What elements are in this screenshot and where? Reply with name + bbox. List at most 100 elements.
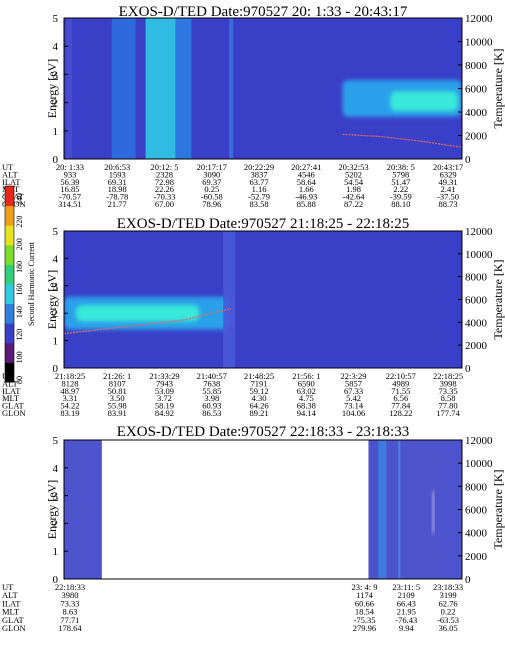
ephemeris-value: 22.26 [155, 184, 174, 194]
ephemeris-value: -75.35 [354, 615, 376, 625]
ephemeris-value: 60.93 [202, 401, 221, 411]
ephemeris-value: 8.58 [441, 393, 456, 403]
y2-tick-label: 0 [465, 363, 471, 375]
ephemeris-value: 58.64 [297, 177, 317, 187]
ephemeris-row-label: MLT [2, 607, 20, 617]
ephemeris-value: 21:26: 1 [103, 371, 131, 381]
ephemeris-value: 83.91 [108, 408, 127, 418]
ephemeris-value: 3980 [61, 590, 78, 600]
ephemeris-row-label: MLT [2, 393, 20, 403]
ephemeris-value: -63.53 [437, 615, 459, 625]
ephemeris-value: 64.26 [249, 401, 268, 411]
ephemeris-value: 20:22:29 [244, 162, 274, 172]
ephemeris-value: 9.94 [399, 623, 415, 633]
ephemeris-value: -37.50 [437, 192, 459, 202]
ephemeris-value: 21:40:57 [197, 371, 227, 381]
ephemeris-value: 36.05 [439, 623, 458, 633]
ephemeris-value: 77.71 [60, 615, 79, 625]
y2-tick-label: 8000 [465, 481, 488, 493]
ephemeris-value: 5798 [392, 169, 409, 179]
y2-tick-label: 0 [465, 154, 471, 166]
colorbar-swatch [5, 225, 14, 246]
ephemeris-value: 66.43 [397, 598, 416, 608]
ephemeris-value: 84.92 [155, 408, 174, 418]
ephemeris-value: 60.66 [355, 598, 374, 608]
ephemeris-value: 86.53 [202, 408, 221, 418]
plot-features [65, 18, 462, 159]
y-axis-label: Energy [eV] [45, 59, 59, 118]
ephemeris-value: 83.58 [249, 199, 268, 209]
ephemeris-value: 22:3:29 [341, 371, 367, 381]
ephemeris-value: 3998 [440, 378, 457, 388]
temperature-trace [64, 308, 232, 335]
spectrogram-band [398, 440, 401, 579]
ephemeris-value: 0.22 [441, 607, 456, 617]
ephemeris-value: 128.22 [389, 408, 412, 418]
ephemeris-value: 3.98 [204, 393, 219, 403]
spectrogram-band [223, 231, 236, 368]
spectrogram-band [145, 18, 176, 159]
temperature-trace [342, 133, 462, 148]
ephemeris-row-label: ALT [2, 378, 19, 388]
spectrogram-band [378, 440, 387, 579]
ephemeris-value: 21:48:25 [244, 371, 274, 381]
ephemeris-value: 71.55 [391, 386, 410, 396]
ephemeris-value: 4989 [392, 378, 409, 388]
ephemeris-value: 22:18:33 [55, 582, 85, 592]
y-tick-label: 1 [53, 336, 59, 348]
ephemeris-value: -46.93 [295, 192, 317, 202]
ephemeris-row-label: UT [2, 162, 14, 172]
y-tick-label: 0 [53, 154, 59, 166]
ephemeris-value: 933 [64, 169, 77, 179]
ephemeris-value: -76.43 [395, 615, 417, 625]
y-tick-label: 5 [53, 226, 59, 238]
ephemeris-value: 69.31 [108, 177, 127, 187]
ephemeris-value: 69.37 [202, 177, 221, 187]
ephemeris-value: 3837 [251, 169, 268, 179]
ephemeris-value: 56.39 [60, 177, 79, 187]
ephemeris-value: 7638 [203, 378, 220, 388]
y2-tick-label: 10000 [465, 37, 493, 49]
ephemeris-row-label: GLAT [2, 615, 25, 625]
ephemeris-value: 279.96 [353, 623, 376, 633]
y2-tick-label: 10000 [465, 458, 493, 470]
colorbar-tick-label: 100 [15, 351, 24, 363]
ephemeris-value: 20:6:53 [104, 162, 130, 172]
colorbar-swatch [5, 284, 14, 305]
colorbar-tick-label: 240 [15, 193, 24, 205]
ephemeris-row-label: ILAT [2, 177, 21, 187]
y2-axis-label: Temperature [K] [491, 469, 505, 549]
colorbar-tick-label: 120 [15, 329, 24, 341]
ephemeris-value: 1174 [356, 590, 373, 600]
y-tick-label: 0 [53, 363, 59, 375]
ephemeris-value: 8107 [109, 378, 126, 388]
ephemeris-value: 4546 [298, 169, 315, 179]
colorbar: 80 100 120 140 160 180 200 220 240 Second Harmoni… [4, 185, 36, 384]
ephemeris-value: 54.22 [60, 401, 79, 411]
ephemeris-value: 0.25 [204, 184, 219, 194]
ephemeris-value: -52.79 [248, 192, 270, 202]
ephemeris-value: 23:11: 5 [392, 582, 420, 592]
ephemeris-value: 62.76 [439, 598, 458, 608]
y2-tick-label: 6000 [465, 505, 488, 517]
ephemeris-value: 72.98 [155, 177, 174, 187]
spectrogram-band [111, 18, 136, 159]
colorbar-swatch [5, 264, 14, 285]
colorbar-swatch [5, 362, 14, 383]
ephemeris-value: 1.98 [346, 184, 361, 194]
y-axis-label: Energy [eV] [45, 270, 59, 329]
ephemeris-row-label: GLAT [2, 401, 25, 411]
panel-3: EXOS-D/TED Date:970527 22:18:33 - 23:18:… [2, 424, 505, 633]
y2-tick-label: 0 [465, 574, 471, 586]
ephemeris-value: -70.33 [154, 192, 176, 202]
ephemeris-value: 5202 [345, 169, 362, 179]
ephemeris-value: 50.81 [108, 386, 127, 396]
ephemeris-value: 3090 [203, 169, 220, 179]
ephemeris-value: 2328 [156, 169, 173, 179]
y2-tick-label: 4000 [465, 317, 488, 329]
ephemeris-value: 23:18:33 [433, 582, 463, 592]
y-tick-label: 3 [53, 491, 59, 503]
y2-axis-label: Temperature [K] [491, 259, 505, 339]
y2-tick-label: 2000 [465, 340, 488, 352]
ephemeris-value: 20:27:41 [291, 162, 321, 172]
